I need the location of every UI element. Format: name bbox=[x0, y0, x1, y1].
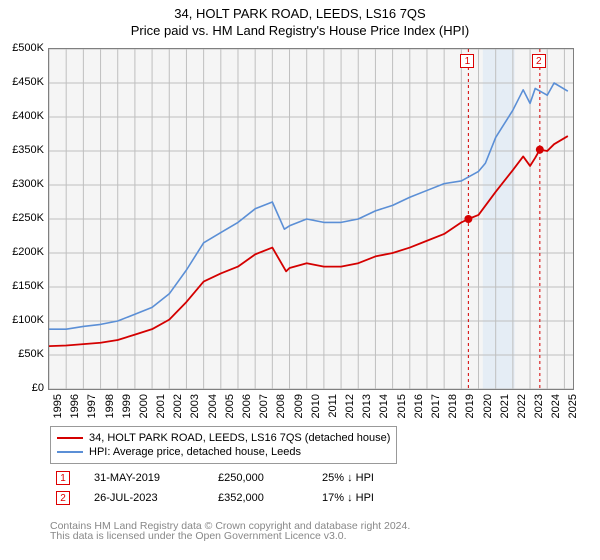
y-tick-label: £50K bbox=[4, 348, 44, 360]
x-tick-label: 2011 bbox=[327, 394, 339, 418]
sale-marker-box: 2 bbox=[532, 54, 546, 68]
sale-marker-box: 1 bbox=[56, 471, 70, 485]
x-tick-label: 2006 bbox=[241, 394, 253, 418]
sale-date: 31-MAY-2019 bbox=[94, 472, 194, 484]
x-tick-label: 2018 bbox=[447, 394, 459, 418]
x-tick-label: 2009 bbox=[293, 394, 305, 418]
x-tick-label: 2015 bbox=[396, 394, 408, 418]
x-tick-label: 2005 bbox=[224, 394, 236, 418]
sale-row: 2 26-JUL-2023 £352,000 17% ↓ HPI bbox=[48, 488, 572, 508]
x-tick-label: 2007 bbox=[258, 394, 270, 418]
x-tick-label: 1997 bbox=[86, 394, 98, 418]
sale-marker-box: 1 bbox=[460, 54, 474, 68]
sale-delta: 17% ↓ HPI bbox=[322, 492, 374, 504]
x-tick-label: 2008 bbox=[275, 394, 287, 418]
x-tick-label: 2003 bbox=[189, 394, 201, 418]
y-tick-label: £200K bbox=[4, 246, 44, 258]
legend-label: HPI: Average price, detached house, Leed… bbox=[89, 446, 301, 458]
y-tick-label: £450K bbox=[4, 76, 44, 88]
legend: 34, HOLT PARK ROAD, LEEDS, LS16 7QS (det… bbox=[50, 426, 397, 464]
y-tick-label: £300K bbox=[4, 178, 44, 190]
page-title: 34, HOLT PARK ROAD, LEEDS, LS16 7QS bbox=[0, 0, 600, 21]
sale-price: £352,000 bbox=[218, 492, 298, 504]
x-tick-label: 1999 bbox=[121, 394, 133, 418]
page-subtitle: Price paid vs. HM Land Registry's House … bbox=[0, 21, 600, 42]
x-tick-label: 1995 bbox=[52, 394, 64, 418]
y-tick-label: £350K bbox=[4, 144, 44, 156]
x-tick-label: 2024 bbox=[550, 394, 562, 418]
legend-swatch bbox=[57, 451, 83, 453]
chart-svg bbox=[49, 49, 573, 389]
y-tick-label: £250K bbox=[4, 212, 44, 224]
y-tick-label: £100K bbox=[4, 314, 44, 326]
sales-table: 1 31-MAY-2019 £250,000 25% ↓ HPI 2 26-JUL-202… bbox=[48, 468, 572, 508]
sale-delta: 25% ↓ HPI bbox=[322, 472, 374, 484]
x-tick-label: 2014 bbox=[378, 394, 390, 418]
x-tick-label: 2022 bbox=[516, 394, 528, 418]
x-tick-label: 2023 bbox=[533, 394, 545, 418]
x-tick-label: 2017 bbox=[430, 394, 442, 418]
x-tick-label: 2004 bbox=[207, 394, 219, 418]
x-tick-label: 1996 bbox=[69, 394, 81, 418]
attribution-line-2: This data is licensed under the Open Gov… bbox=[42, 530, 355, 544]
x-tick-label: 2000 bbox=[138, 394, 150, 418]
y-tick-label: £500K bbox=[4, 42, 44, 54]
legend-label: 34, HOLT PARK ROAD, LEEDS, LS16 7QS (det… bbox=[89, 432, 390, 444]
x-tick-label: 2019 bbox=[464, 394, 476, 418]
sale-date: 26-JUL-2023 bbox=[94, 492, 194, 504]
y-tick-label: £400K bbox=[4, 110, 44, 122]
legend-swatch bbox=[57, 437, 83, 439]
sale-marker-box: 2 bbox=[56, 491, 70, 505]
x-tick-label: 2002 bbox=[172, 394, 184, 418]
x-tick-label: 2012 bbox=[344, 394, 356, 418]
x-tick-label: 2013 bbox=[361, 394, 373, 418]
x-tick-label: 1998 bbox=[104, 394, 116, 418]
x-tick-label: 2016 bbox=[413, 394, 425, 418]
sale-row: 1 31-MAY-2019 £250,000 25% ↓ HPI bbox=[48, 468, 572, 488]
legend-item: 34, HOLT PARK ROAD, LEEDS, LS16 7QS (det… bbox=[57, 431, 390, 445]
sale-price: £250,000 bbox=[218, 472, 298, 484]
x-tick-label: 2020 bbox=[482, 394, 494, 418]
y-tick-label: £150K bbox=[4, 280, 44, 292]
x-tick-label: 2025 bbox=[567, 394, 579, 418]
y-tick-label: £0 bbox=[4, 382, 44, 394]
legend-item: HPI: Average price, detached house, Leed… bbox=[57, 445, 390, 459]
x-tick-label: 2001 bbox=[155, 394, 167, 418]
chart-plot-area bbox=[48, 48, 574, 390]
x-tick-label: 2010 bbox=[310, 394, 322, 418]
x-tick-label: 2021 bbox=[499, 394, 511, 418]
